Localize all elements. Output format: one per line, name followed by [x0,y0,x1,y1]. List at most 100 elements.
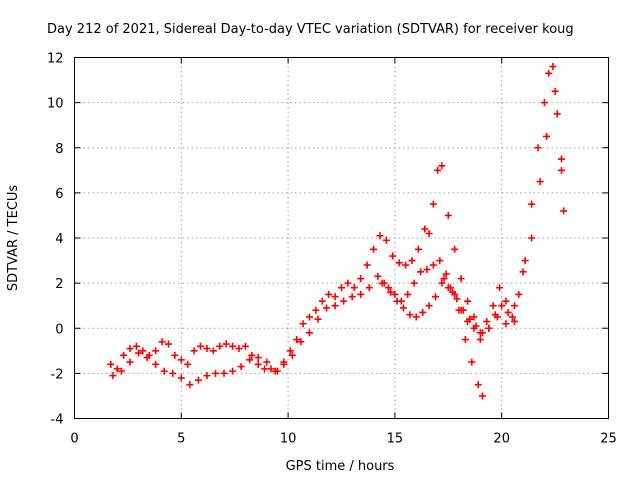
data-point [197,342,205,350]
data-point [357,275,365,283]
data-point [370,245,378,253]
data-point [419,308,427,316]
data-point [474,381,482,389]
data-point [338,284,345,292]
data-point [549,63,557,71]
data-point [444,211,452,219]
data-point [348,293,356,301]
data-point [423,266,431,274]
data-point [186,381,194,389]
data-point [519,268,527,276]
data-point [478,329,486,337]
data-point [404,290,412,298]
data-point [203,372,211,380]
data-point [511,302,519,310]
data-point [235,345,243,353]
data-point [211,369,219,377]
data-point [406,311,414,319]
data-point [216,342,224,350]
data-point [107,360,115,368]
data-point [126,358,134,366]
data-point [483,317,491,325]
data-point [267,365,275,373]
data-point [357,290,365,298]
data-point [288,351,296,359]
data-point [434,166,442,174]
y-tick-label: -2 [51,367,64,382]
data-point [135,349,143,357]
data-point [387,288,395,296]
data-point [152,360,160,368]
x-axis-label: GPS time / hours [286,459,395,474]
data-markers [107,63,568,400]
data-point [160,367,168,375]
data-point [431,293,439,301]
data-point [429,261,437,269]
data-point [453,295,461,303]
data-point [139,347,147,355]
data-point [457,275,465,283]
data-point [502,320,510,328]
data-point [560,207,568,215]
data-point [280,358,288,366]
data-point [299,320,307,328]
data-point [508,313,516,321]
data-point [254,360,262,368]
data-point [421,225,429,233]
data-point [489,302,497,310]
data-point [551,87,559,95]
data-point [496,284,504,292]
data-point [438,279,446,287]
data-point [229,342,237,350]
axis-ticks: 0 5 10 15 20 25 -4 -2 0 2 4 6 8 10 12 [47,52,617,447]
data-point [410,279,418,287]
y-tick-label: 2 [55,277,63,292]
grid [74,57,609,419]
y-tick-label: 0 [55,322,63,337]
data-point [152,347,160,355]
data-point [365,284,373,292]
data-point [408,257,416,265]
data-point [271,367,279,375]
data-point [414,245,422,253]
data-point [190,347,198,355]
data-point [177,374,185,382]
data-point [417,268,425,276]
data-point [314,315,322,323]
data-point [399,304,407,312]
data-point [254,354,262,362]
x-tick-label: 25 [600,432,617,447]
data-point [241,342,249,350]
data-point [171,351,179,359]
data-point [169,369,177,377]
data-point [229,367,237,375]
data-point [323,304,331,312]
data-point [297,338,305,346]
data-point [558,155,566,163]
data-point [374,272,382,280]
data-point [553,110,561,118]
data-point [248,351,256,359]
data-point [158,338,166,346]
y-axis-label: SDTVAR / TECUs [6,185,21,292]
data-point [558,166,566,174]
data-point [468,358,476,366]
data-point [491,311,499,319]
data-point [402,261,410,269]
x-tick-label: 0 [70,432,78,447]
data-point [464,297,472,305]
data-point [543,132,551,140]
data-point [502,297,510,305]
data-point [440,275,448,283]
data-point [331,302,339,310]
data-point [449,288,457,296]
data-point [286,347,294,355]
data-point [237,363,245,371]
x-tick-label: 10 [280,432,297,447]
data-point [246,356,254,364]
data-point [261,365,269,373]
x-tick-label: 5 [177,432,185,447]
y-tick-label: 6 [55,187,63,202]
data-point [312,306,320,314]
data-point [466,315,474,323]
